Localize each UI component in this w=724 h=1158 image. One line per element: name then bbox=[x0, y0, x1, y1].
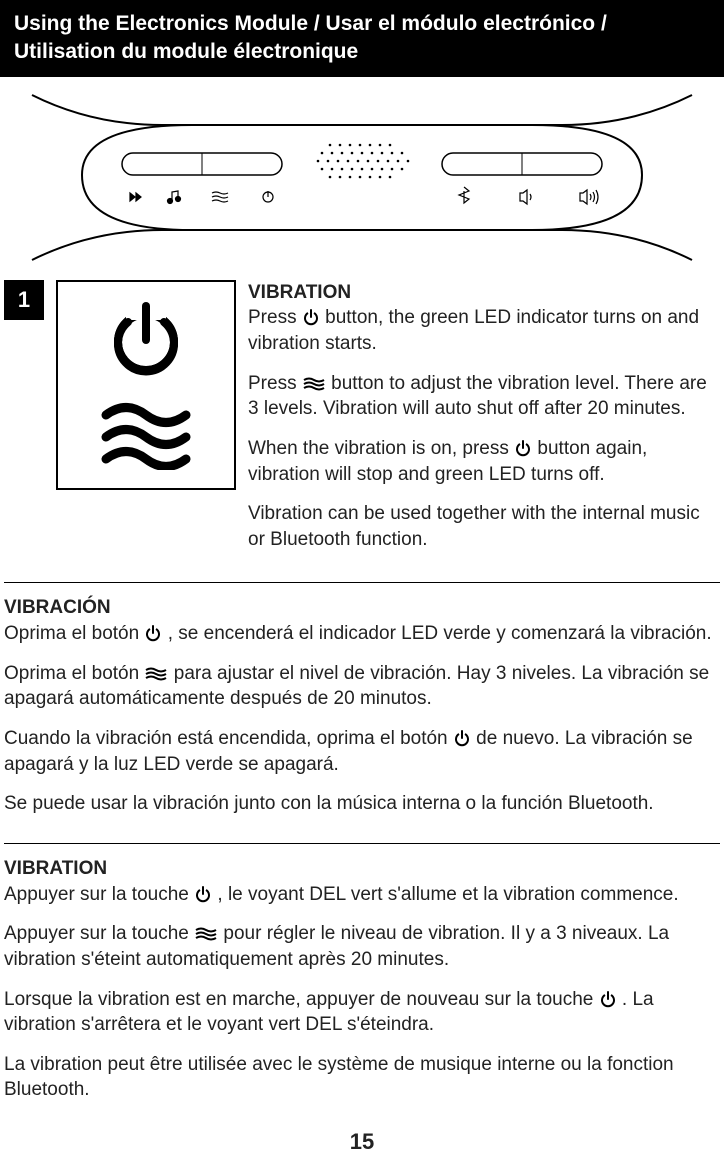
step-text-en: VIBRATION Press button, the green LED in… bbox=[248, 280, 720, 567]
french-block: VIBRATION Appuyer sur la touche , le voy… bbox=[0, 850, 724, 1123]
power-icon bbox=[144, 624, 162, 642]
fr-p1: Appuyer sur la touche , le voyant DEL ve… bbox=[4, 882, 720, 908]
spanish-block: VIBRACIÓN Oprima el botón , se encenderá… bbox=[0, 589, 724, 836]
fr-p4: La vibration peut être utilisée avec le … bbox=[4, 1052, 720, 1103]
divider bbox=[4, 582, 720, 583]
divider bbox=[4, 843, 720, 844]
power-icon bbox=[599, 990, 617, 1008]
electronics-module-diagram bbox=[12, 85, 712, 270]
fr-p2: Appuyer sur la touche pour régler le niv… bbox=[4, 921, 720, 972]
step-row: 1 VIBRATION Press button, the green LED … bbox=[0, 274, 724, 577]
en-title: VIBRATION bbox=[248, 280, 712, 306]
es-p1: Oprima el botón , se encenderá el indica… bbox=[4, 621, 720, 647]
power-icon bbox=[302, 308, 320, 326]
power-icon bbox=[106, 300, 186, 380]
en-p3: When the vibration is on, press button a… bbox=[248, 436, 712, 487]
header-title: Using the Electronics Module / Usar el m… bbox=[14, 12, 607, 63]
power-icon bbox=[514, 439, 532, 457]
vibration-icon bbox=[144, 666, 168, 682]
vibration-icon bbox=[101, 400, 191, 470]
es-p4: Se puede usar la vibración junto con la … bbox=[4, 791, 720, 817]
en-p1: Press button, the green LED indicator tu… bbox=[248, 305, 712, 356]
step-icon-box bbox=[56, 280, 236, 490]
fr-title: VIBRATION bbox=[4, 856, 720, 882]
es-title: VIBRACIÓN bbox=[4, 595, 720, 621]
es-p3: Cuando la vibración está encendida, opri… bbox=[4, 726, 720, 777]
page-number: 15 bbox=[0, 1123, 724, 1157]
power-icon bbox=[453, 729, 471, 747]
vibration-icon bbox=[194, 926, 218, 942]
section-header: Using the Electronics Module / Usar el m… bbox=[0, 0, 724, 77]
step-number-badge: 1 bbox=[4, 280, 44, 320]
device-diagram bbox=[0, 77, 724, 274]
vibration-icon bbox=[302, 376, 326, 392]
fr-p3: Lorsque la vibration est en marche, appu… bbox=[4, 987, 720, 1038]
en-p4: Vibration can be used together with the … bbox=[248, 501, 712, 552]
es-p2: Oprima el botón para ajustar el nivel de… bbox=[4, 661, 720, 712]
power-icon bbox=[194, 885, 212, 903]
en-p2: Press button to adjust the vibration lev… bbox=[248, 371, 712, 422]
